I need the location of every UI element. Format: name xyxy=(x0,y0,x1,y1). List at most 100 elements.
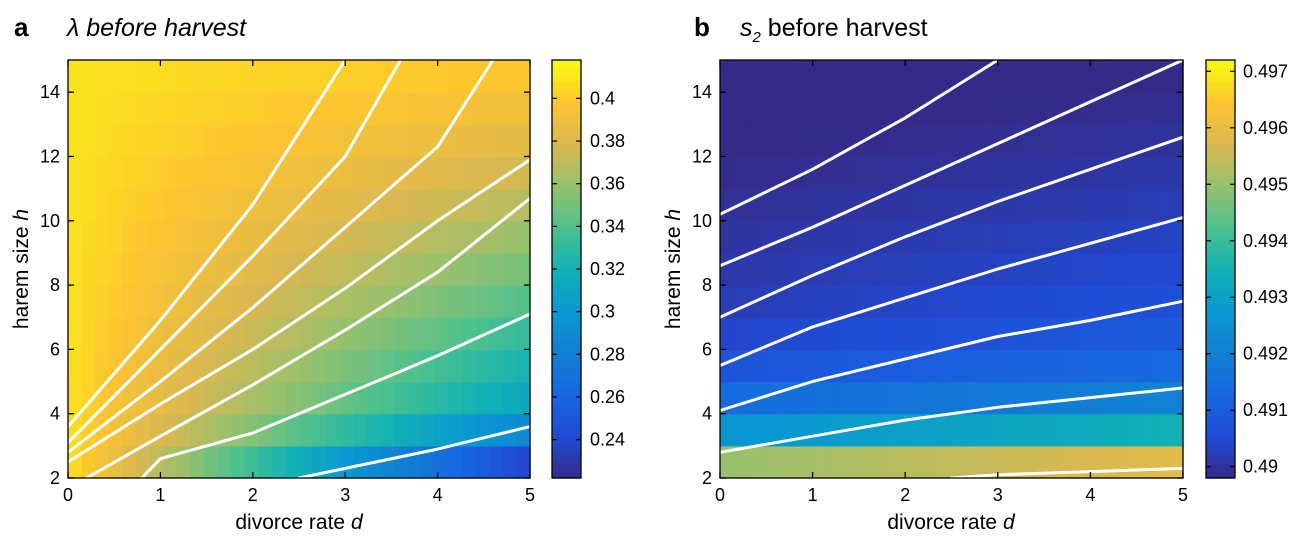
heatmap-cell xyxy=(774,188,789,222)
heatmap-cell xyxy=(1128,381,1143,415)
y-tick-label: 4 xyxy=(50,404,60,424)
colorbar-segment xyxy=(552,164,581,173)
heatmap-cell xyxy=(1005,381,1021,415)
colorbar-segment xyxy=(552,129,581,138)
heatmap-cell xyxy=(502,381,518,415)
heatmap-cell xyxy=(203,156,219,190)
heatmap-cell xyxy=(937,317,953,350)
heatmap-cell xyxy=(81,60,96,93)
heatmap-cell xyxy=(475,92,490,125)
heatmap-cell xyxy=(135,413,151,447)
colorbar-tick-label: 0.34 xyxy=(590,216,625,236)
heatmap-cell xyxy=(434,60,450,93)
x-tick-label: 5 xyxy=(1178,485,1188,505)
heatmap-cell xyxy=(353,156,368,190)
heatmap-cell xyxy=(1101,381,1116,415)
heatmap-cell xyxy=(353,124,368,158)
heatmap-cell xyxy=(1087,188,1102,222)
colorbar-segment xyxy=(552,275,581,284)
heatmap-cell xyxy=(720,285,735,318)
heatmap-cell xyxy=(842,60,857,93)
heatmap-cell xyxy=(1019,252,1034,286)
colorbar-segment xyxy=(552,331,581,340)
heatmap-cell xyxy=(462,381,477,415)
heatmap-cell xyxy=(366,60,382,93)
heatmap-cell xyxy=(122,124,137,158)
heatmap-cell xyxy=(801,124,816,158)
heatmap-cell xyxy=(842,317,857,350)
heatmap-cell xyxy=(1046,124,1062,158)
heatmap-cell xyxy=(285,381,300,415)
heatmap-cell xyxy=(1087,413,1102,447)
heatmap-cell xyxy=(475,285,490,318)
colorbar-segment xyxy=(552,464,581,472)
heatmap-cell xyxy=(502,220,518,254)
heatmap-cell xyxy=(135,285,151,318)
heatmap-cell xyxy=(434,413,450,447)
heatmap-cell xyxy=(448,445,463,479)
heatmap-cell xyxy=(475,413,490,447)
colorbar-segment xyxy=(552,436,581,444)
heatmap-cell xyxy=(1033,381,1048,415)
heatmap-cell xyxy=(366,349,382,383)
heatmap-cell xyxy=(231,220,246,254)
heatmap-cell xyxy=(516,317,531,350)
heatmap-cell xyxy=(856,445,871,479)
heatmap-cell xyxy=(1060,188,1075,222)
heatmap-cell xyxy=(244,220,259,254)
heatmap-cell xyxy=(394,285,409,318)
heatmap-cell xyxy=(1128,317,1143,350)
heatmap-cell xyxy=(489,381,504,415)
heatmap-cell xyxy=(937,188,953,222)
colorbar-tick-label: 0.496 xyxy=(1243,118,1288,138)
heatmap-cell xyxy=(747,92,762,125)
heatmap-cell xyxy=(299,156,314,190)
heatmap-cell xyxy=(434,220,450,254)
heatmap-cell xyxy=(244,317,259,350)
heatmap-cell xyxy=(1101,445,1116,479)
heatmap-cell xyxy=(1114,349,1130,383)
x-tick-label: 2 xyxy=(248,485,258,505)
heatmap-cell xyxy=(965,92,980,125)
contour-line xyxy=(950,466,1185,480)
colorbar-segment xyxy=(552,471,581,479)
colorbar-segment xyxy=(552,450,581,458)
heatmap-cell xyxy=(951,60,966,93)
y-tick-label: 6 xyxy=(702,339,712,359)
heatmap-cell xyxy=(1114,445,1130,479)
heatmap-cell xyxy=(760,124,776,158)
panel-title: λ before harvest xyxy=(65,14,247,42)
heatmap-cell xyxy=(421,349,436,383)
heatmap-cell xyxy=(258,381,273,415)
heatmap-cell xyxy=(815,413,830,447)
heatmap-cell xyxy=(828,60,844,93)
y-tick-label: 12 xyxy=(40,146,60,166)
colorbar-segment xyxy=(1206,234,1235,242)
heatmap-cell xyxy=(720,445,735,479)
heatmap-cell xyxy=(95,60,110,93)
heatmap-cell xyxy=(992,445,1007,479)
heatmap-cell xyxy=(774,445,789,479)
heatmap-cell xyxy=(1101,124,1116,158)
colorbar-segment xyxy=(1206,436,1235,444)
heatmap-cell xyxy=(285,285,300,318)
heatmap-cell xyxy=(502,252,518,286)
colorbar-segment xyxy=(552,108,581,117)
heatmap-cell xyxy=(1019,349,1034,383)
heatmap-cell xyxy=(1046,285,1062,318)
heatmap-cell xyxy=(1005,285,1021,318)
heatmap-cell xyxy=(326,188,341,222)
heatmap-cell xyxy=(1114,220,1130,254)
heatmap-cell xyxy=(421,445,436,479)
heatmap-cell xyxy=(135,92,151,125)
heatmap-cell xyxy=(1142,413,1157,447)
heatmap-cell xyxy=(203,317,219,350)
heatmap-cell xyxy=(747,60,762,93)
colorbar-tick-label: 0.492 xyxy=(1243,344,1288,364)
colorbar-segment xyxy=(552,262,581,270)
colorbar-segment xyxy=(552,317,581,326)
colorbar-segment xyxy=(552,457,581,465)
heatmap-cell xyxy=(81,124,96,158)
heatmap-cell xyxy=(108,60,123,93)
heatmap-cell xyxy=(394,60,409,93)
